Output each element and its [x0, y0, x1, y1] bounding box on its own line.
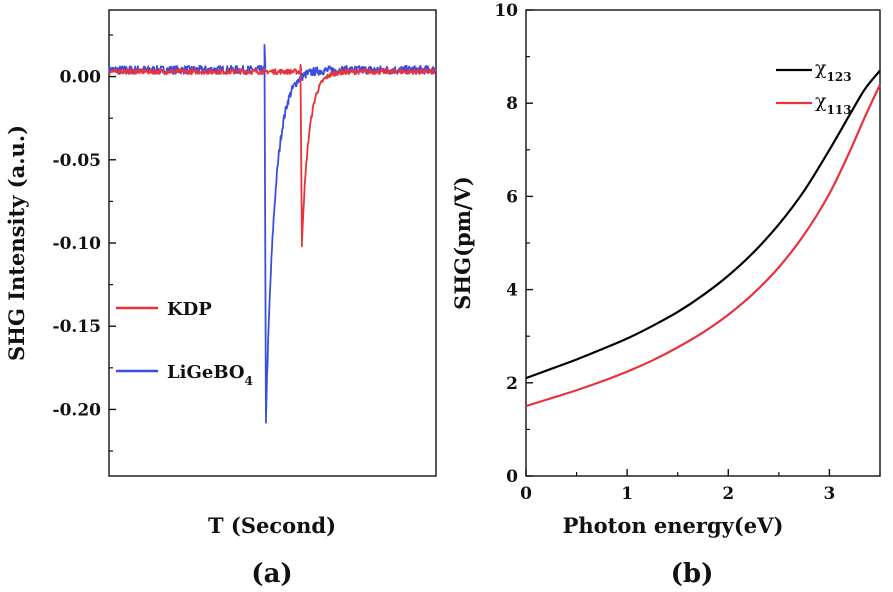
panel-a-y-ticks: 0.00 -0.05 -0.10 -0.15 -0.20 [53, 34, 116, 452]
panel-a-y-tick-label: -0.15 [53, 317, 101, 337]
panel-b-y-tick-label: 4 [506, 281, 518, 301]
panel-a-label: (a) [251, 559, 292, 589]
panel-a-legend-label-ligebo4: LiGeBO4 [167, 362, 253, 388]
panel-a: 0.00 -0.05 -0.10 -0.15 -0.20 KDP LiGeBO4 T (S… [4, 9, 437, 589]
panel-b-y-ticks: 0 2 4 6 8 10 [494, 1, 533, 487]
panel-b-label: (b) [671, 559, 714, 589]
panel-a-y-tick-label: -0.05 [53, 151, 101, 171]
panel-b-x-tick-label: 2 [722, 484, 734, 504]
panel-a-series-ligebo4-line [108, 44, 437, 424]
panel-b-y-tick-label: 6 [506, 187, 518, 207]
panel-b-x-tick-label: 0 [520, 484, 532, 504]
panel-a-legend-label-kdp: KDP [167, 299, 212, 320]
panel-a-y-tick-label: 0.00 [60, 68, 102, 88]
panel-a-y-tick-label: -0.20 [53, 400, 102, 420]
panel-b-y-tick-label: 10 [494, 1, 518, 21]
panel-b-x-tick-label: 3 [824, 484, 836, 504]
panel-a-legend: KDP LiGeBO4 [116, 299, 253, 388]
panel-a-y-tick-label: -0.10 [53, 234, 102, 254]
panel-b-legend-label-123: χ123 [815, 57, 852, 84]
panel-b-y-tick-label: 8 [506, 94, 518, 114]
panel-a-series [108, 44, 437, 424]
panel-b-y-tick-label: 0 [506, 467, 518, 487]
panel-b-x-axis-label: Photon energy(eV) [563, 513, 784, 538]
panel-b-y-tick-label: 2 [506, 374, 518, 394]
panel-b-legend-label-113: χ113 [815, 90, 852, 117]
panel-b-legend: χ123 χ113 [776, 57, 852, 117]
panel-a-series-kdp-line [108, 64, 437, 248]
panel-b-x-ticks: 0 1 2 3 [520, 469, 881, 504]
panel-a-y-axis-label: SHG Intensity (a.u.) [4, 125, 29, 361]
panel-b-series-123-line [525, 69, 881, 380]
panel-b-series-113-line [525, 84, 881, 408]
panel-b-x-tick-label: 1 [621, 484, 633, 504]
panel-b-y-axis-label: SHG(pm/V) [450, 176, 475, 310]
panel-a-x-axis-label: T (Second) [208, 513, 336, 538]
panel-b-series [525, 69, 881, 408]
